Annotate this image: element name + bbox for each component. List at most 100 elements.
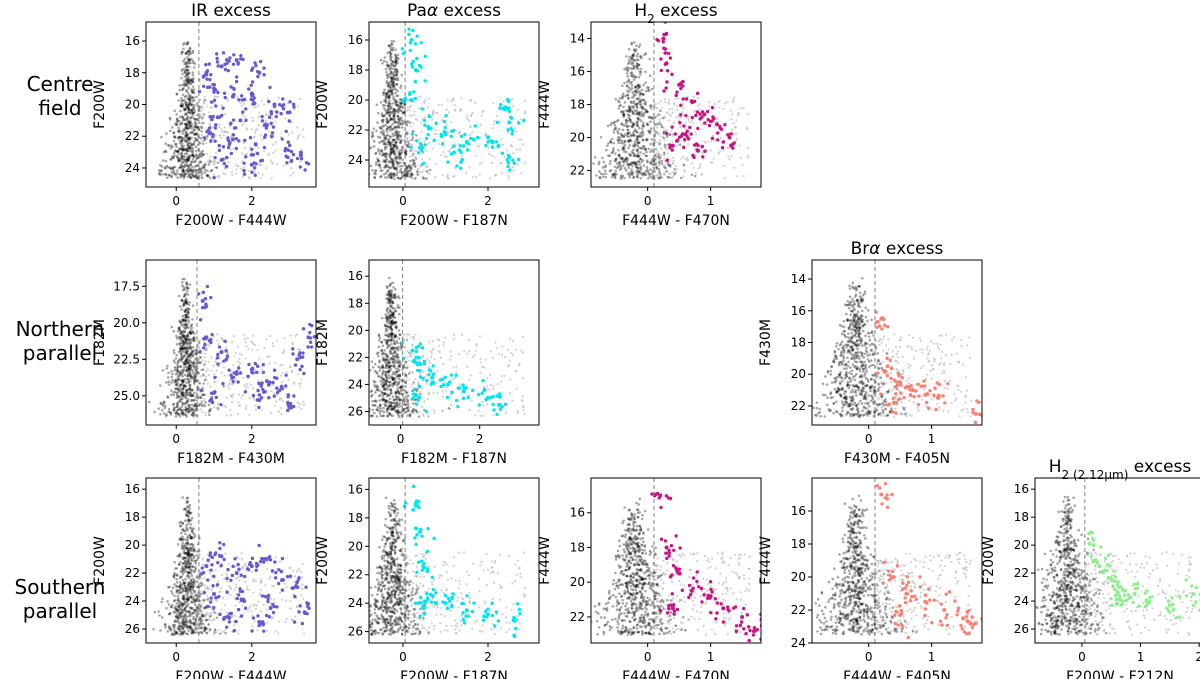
sequence-point [182,136,185,140]
sequence-point [184,319,187,323]
sequence-point [384,327,388,331]
sequence-point [180,299,184,303]
sequence-point [629,120,633,124]
sequence-point [637,170,640,173]
field-star-point [671,175,674,179]
sequence-point [397,392,401,395]
sequence-point [391,149,394,152]
sequence-point [177,329,180,333]
field-star-point [258,371,261,374]
sequence-point [387,299,391,303]
sequence-point [587,147,590,150]
sequence-point [183,158,187,162]
field-star-point [215,165,218,169]
field-star-point [491,161,494,165]
sequence-point [178,395,181,399]
sequence-point [175,118,179,121]
sequence-point [626,132,629,135]
field-star-point [738,144,741,147]
field-star-point [422,414,425,418]
sequence-point [186,365,190,369]
excess-point [272,394,277,398]
sequence-point [394,309,397,313]
sequence-point [392,78,396,81]
sequence-point [185,89,189,92]
sequence-point [158,172,161,176]
sequence-point [409,168,412,172]
sequence-point [191,353,194,357]
field-star-point [421,117,424,120]
sequence-point [185,400,189,404]
field-star-point [446,386,449,389]
field-star-point [244,357,247,360]
sequence-point [389,52,393,56]
sequence-point [174,379,178,382]
sequence-point [170,175,173,179]
sequence-point [178,371,182,374]
sequence-point [185,300,188,303]
sequence-point [619,177,623,180]
sequence-point [191,393,195,397]
field-star-point [229,413,232,416]
field-star-point [261,173,264,176]
excess-point [505,158,509,162]
sequence-point [170,157,173,161]
sequence-point [191,330,195,334]
sequence-point [598,176,602,180]
sequence-point [388,376,391,380]
field-star-point [405,140,408,143]
field-star-point [675,104,678,108]
sequence-point [185,407,189,411]
field-star-point [414,165,417,169]
sequence-point [182,318,185,322]
sequence-point [637,85,641,89]
sequence-point [389,298,393,302]
field-star-point [244,387,248,390]
field-star-point [427,340,430,344]
sequence-point [397,118,401,121]
excess-point [506,99,511,104]
field-star-point [501,143,505,146]
field-star-point [665,111,668,115]
sequence-point [411,173,414,176]
excess-point [267,395,271,400]
field-star-point [254,343,257,347]
sequence-point [172,330,176,333]
sequence-point [654,158,657,161]
field-star-point [723,164,726,168]
sequence-point [631,111,635,115]
sequence-point [391,110,395,114]
sequence-point [191,361,194,364]
sequence-point [188,391,192,394]
sequence-point [184,362,187,366]
sequence-point [391,376,394,380]
sequence-point [179,147,183,151]
sequence-point [162,150,166,154]
sequence-point [633,89,636,93]
sequence-point [183,327,187,331]
sequence-point [643,53,646,56]
sequence-point [392,172,395,175]
field-star-point [732,98,735,102]
sequence-point [630,109,634,113]
sequence-point [188,52,191,55]
field-star-point [271,117,274,120]
sequence-point [621,146,625,149]
sequence-point [164,142,168,145]
field-star-point [492,156,496,159]
sequence-point [387,411,391,415]
sequence-point [168,116,172,120]
field-star-point [406,106,410,109]
field-star-point [481,400,484,403]
excess-point [288,401,293,406]
sequence-point [184,408,188,412]
sequence-point [187,61,191,65]
sequence-point [380,391,384,394]
sequence-point [185,302,189,306]
sequence-point [632,65,636,69]
excess-point [270,131,275,135]
sequence-point [187,364,191,368]
sequence-point [622,105,625,109]
sequence-point [408,351,411,355]
sequence-point [388,361,391,365]
